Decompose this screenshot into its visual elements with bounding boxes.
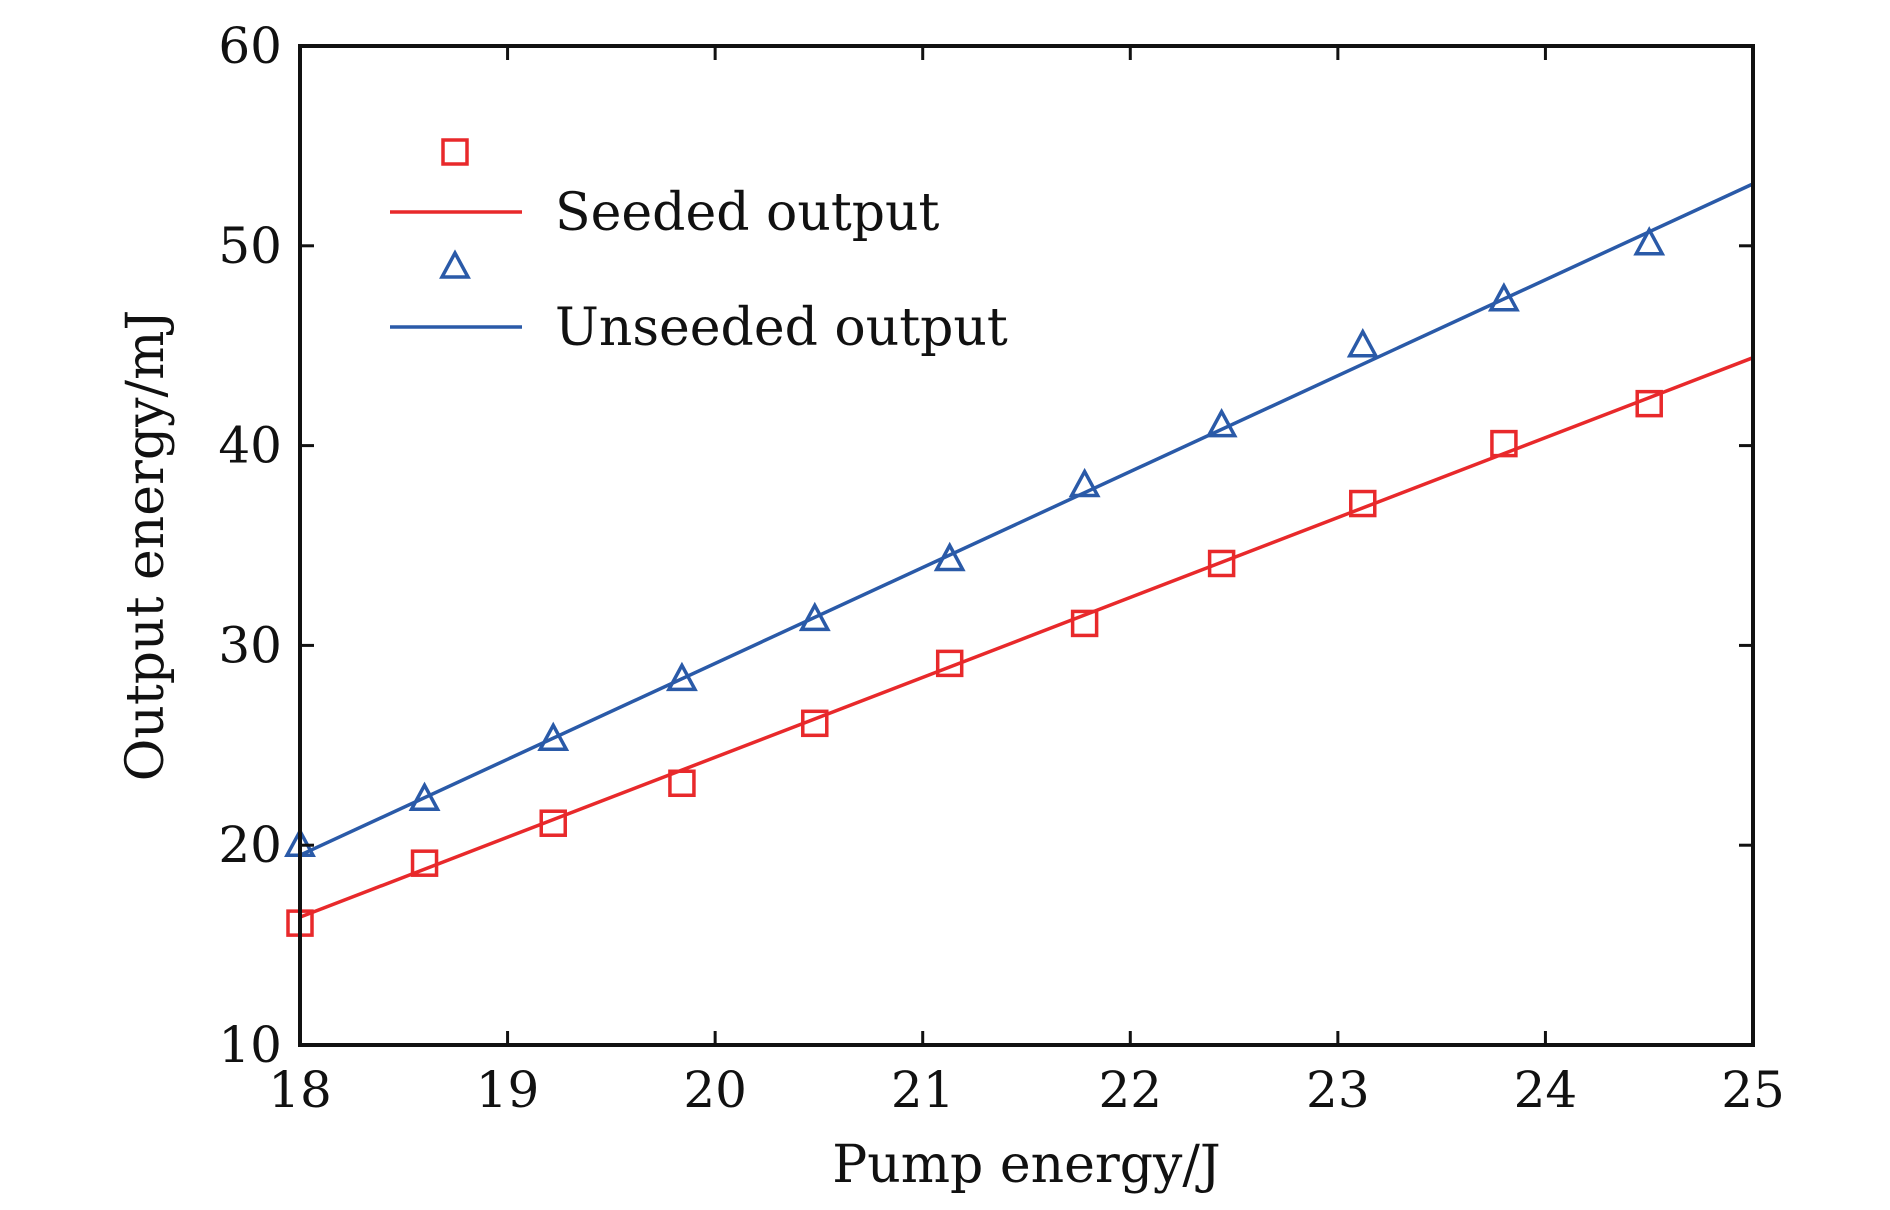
- unseeded-marker: [798, 601, 831, 632]
- x-axis-title: Pump energy/J: [832, 1135, 1221, 1195]
- unseeded-marker: [408, 781, 441, 811]
- seeded-marker: [935, 649, 964, 678]
- seeded-marker: [1070, 609, 1099, 638]
- x-tick-label: 25: [1721, 1061, 1785, 1119]
- y-tick-label: 60: [218, 17, 282, 75]
- series-0-fit-line: [299, 356, 1754, 919]
- legend-unseeded-marker: [439, 249, 471, 279]
- fit-lines-layer: [299, 182, 1754, 919]
- seeded-marker: [1349, 489, 1377, 518]
- y-tick-label: 20: [218, 816, 282, 874]
- x-tick-label: 18: [268, 1061, 332, 1119]
- x-tick-label: 24: [1514, 1061, 1578, 1119]
- seeded-marker: [1635, 389, 1663, 418]
- y-axis-title: Output energy/mJ: [116, 310, 176, 781]
- seeded-marker: [801, 709, 829, 738]
- unseeded-marker: [933, 541, 966, 572]
- plot-frame: [298, 44, 1755, 1047]
- legend-label-0: Seeded output: [555, 183, 940, 243]
- unseeded-marker: [1068, 467, 1101, 498]
- y-tick-label: 40: [218, 417, 282, 475]
- seeded-marker: [668, 769, 696, 798]
- unseeded-marker: [665, 661, 698, 692]
- unseeded-marker: [537, 721, 570, 752]
- series-1-fit-line: [299, 182, 1754, 857]
- y-tick-label: 10: [218, 1016, 282, 1074]
- markers-layer: [284, 226, 1666, 937]
- y-tick-label: 30: [218, 616, 282, 674]
- x-tick-label: 19: [476, 1061, 540, 1119]
- x-tick-label: 22: [1098, 1061, 1162, 1119]
- legend-seeded-marker: [441, 138, 469, 166]
- seeded-marker: [1490, 429, 1518, 458]
- legend-label-1: Unseeded output: [555, 298, 1008, 358]
- x-tick-label: 20: [683, 1061, 747, 1119]
- unseeded-marker: [1633, 226, 1666, 256]
- legend: Seeded output Unseeded output: [390, 138, 1008, 358]
- unseeded-marker: [1346, 328, 1379, 358]
- unseeded-marker: [1205, 407, 1238, 438]
- ticks-layer: 18 19 20 21 22 23 24 25 10 20 30 40 50 60: [218, 17, 1784, 1119]
- seeded-marker: [1207, 549, 1236, 578]
- seeded-marker: [410, 849, 439, 877]
- seeded-marker: [539, 809, 567, 837]
- unseeded-marker: [1487, 282, 1520, 312]
- y-tick-label: 50: [218, 217, 282, 275]
- x-tick-label: 21: [891, 1061, 955, 1119]
- x-tick-label: 23: [1306, 1061, 1370, 1119]
